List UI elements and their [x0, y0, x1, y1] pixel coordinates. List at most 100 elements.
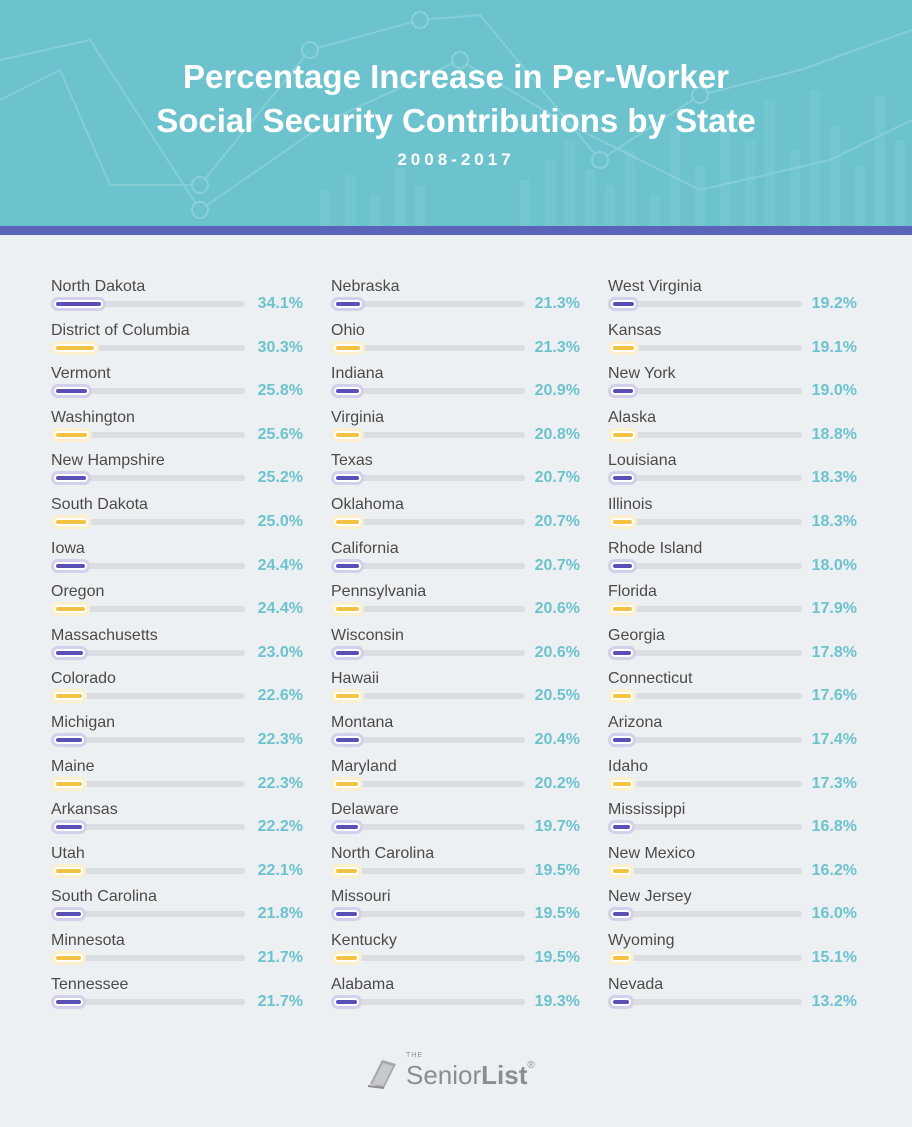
- state-name: Georgia: [608, 626, 665, 644]
- state-row: Delaware 19.7%: [331, 800, 580, 840]
- bar-track: [608, 776, 802, 791]
- percent-label: 21.3%: [534, 338, 580, 356]
- bar-fill: [608, 820, 635, 835]
- bar-track: [608, 994, 802, 1009]
- state-row: Rhode Island 18.0%: [608, 539, 857, 579]
- percent-label: 18.8%: [811, 425, 857, 443]
- bar-track: [608, 297, 802, 311]
- state-name: Oklahoma: [331, 496, 404, 513]
- bar-fill: [51, 645, 88, 660]
- bar-fill: [51, 297, 106, 311]
- state-row: West Virginia 19.2%: [608, 277, 857, 317]
- percent-label: 21.8%: [257, 905, 303, 923]
- percent-label: 22.3%: [257, 774, 303, 792]
- percent-label: 22.2%: [257, 818, 303, 836]
- bar-fill: [331, 951, 362, 965]
- state-row: Missouri 19.5%: [331, 887, 580, 927]
- state-name: North Carolina: [331, 844, 435, 862]
- bar-fill: [608, 340, 639, 355]
- percent-label: 19.5%: [534, 861, 580, 879]
- state-name: Pennsylvania: [331, 583, 427, 601]
- state-name: Virginia: [331, 408, 385, 426]
- state-row: Indiana 20.9%: [331, 364, 580, 404]
- state-name: Alabama: [331, 975, 395, 993]
- bar-fill: [331, 558, 364, 573]
- bar-track: [51, 602, 245, 617]
- bar-fill: [331, 994, 362, 1009]
- bar-track: [608, 820, 802, 835]
- bar-track: [608, 689, 802, 704]
- state-name: Alaska: [608, 408, 657, 426]
- state-row: Maine 22.3%: [51, 757, 303, 797]
- bar-track: [608, 515, 802, 529]
- percent-label: 24.4%: [257, 556, 303, 574]
- header-banner: Percentage Increase in Per-Worker Social…: [0, 0, 912, 226]
- percent-label: 19.3%: [534, 992, 580, 1010]
- state-name: Arkansas: [51, 801, 118, 819]
- bar-track: [331, 471, 525, 486]
- bar-fill: [51, 907, 86, 922]
- state-name: California: [331, 539, 399, 557]
- state-name: West Virginia: [608, 278, 702, 295]
- percent-label: 17.3%: [811, 774, 857, 792]
- state-name: Tennessee: [51, 975, 129, 993]
- bar-track: [51, 907, 245, 922]
- percent-label: 17.4%: [811, 731, 857, 748]
- state-name: Washington: [51, 408, 135, 426]
- state-row: Arizona 17.4%: [608, 713, 857, 753]
- state-row: Nevada 13.2%: [608, 975, 857, 1015]
- bar-track: [51, 994, 245, 1009]
- bar-track: [331, 384, 525, 399]
- bar-fill: [331, 733, 364, 747]
- bar-fill: [608, 994, 634, 1009]
- state-row: Connecticut 17.6%: [608, 669, 857, 709]
- bar-track: [331, 907, 525, 922]
- state-row: South Dakota 25.0%: [51, 495, 303, 535]
- state-name: Hawaii: [331, 670, 380, 688]
- state-name: Ohio: [331, 321, 365, 339]
- state-name: South Carolina: [51, 888, 157, 906]
- state-name: Mississippi: [608, 801, 686, 819]
- state-name: North Dakota: [51, 278, 146, 295]
- state-name: Oregon: [51, 583, 105, 601]
- bar-track: [331, 776, 525, 791]
- state-row: New Mexico 16.2%: [608, 844, 857, 884]
- state-name: District of Columbia: [51, 321, 190, 339]
- bar-fill: [51, 820, 87, 835]
- bar-track: [608, 907, 802, 922]
- bar-fill: [51, 776, 87, 791]
- bar-track: [51, 427, 245, 442]
- state-row: New York 19.0%: [608, 364, 857, 404]
- percent-label: 22.6%: [257, 687, 303, 705]
- bar-track: [331, 297, 525, 311]
- percent-label: 19.1%: [811, 338, 857, 356]
- state-row: California 20.7%: [331, 539, 580, 579]
- bar-track: [51, 776, 245, 791]
- state-name: Kentucky: [331, 932, 397, 949]
- bar-track: [608, 384, 802, 399]
- bar-track: [331, 994, 525, 1009]
- bar-fill: [331, 297, 365, 311]
- percent-label: 23.0%: [257, 643, 303, 661]
- bar-track: [331, 820, 525, 835]
- logo-small-text: THE: [406, 1052, 423, 1059]
- bar-track: [608, 471, 802, 486]
- bar-track: [51, 863, 245, 878]
- state-row: Kentucky 19.5%: [331, 931, 580, 971]
- state-name: Indiana: [331, 365, 384, 383]
- bar-track: [51, 733, 245, 747]
- bar-fill: [51, 689, 87, 704]
- percent-label: 18.3%: [811, 469, 857, 487]
- percent-label: 22.3%: [257, 731, 303, 748]
- bar-track: [331, 645, 525, 660]
- state-row: North Dakota 34.1%: [51, 277, 303, 317]
- bar-track: [51, 515, 245, 529]
- state-row: Oregon 24.4%: [51, 582, 303, 622]
- state-name: Nebraska: [331, 278, 400, 295]
- percent-label: 19.7%: [534, 818, 580, 836]
- bar-track: [608, 340, 802, 355]
- bar-fill: [331, 820, 363, 835]
- percent-label: 25.8%: [257, 382, 303, 400]
- bar-track: [608, 427, 802, 442]
- percent-label: 17.6%: [811, 687, 857, 705]
